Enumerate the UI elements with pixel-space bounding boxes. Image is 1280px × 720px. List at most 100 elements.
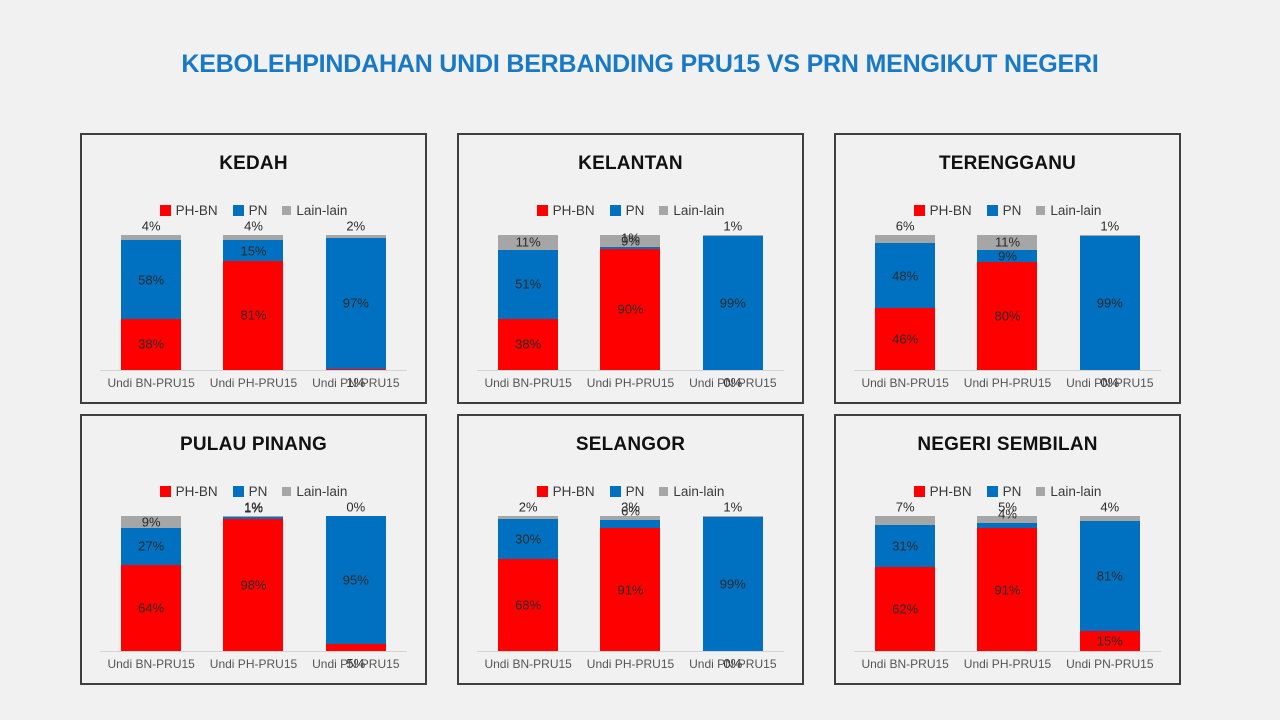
bar-slot-undi-bn-pru15: 4% 58% 38% (100, 219, 202, 370)
stacked-bar[interactable]: 4% 15% 81% (223, 219, 284, 370)
bar-segment-label: 11% (515, 234, 541, 250)
stacked-bar[interactable]: 0% 95% 5% (325, 500, 386, 671)
x-axis-label-undi-pn-pru15: Undi PN-PRU15 (312, 376, 400, 390)
x-axis-labels: Undi BN-PRU15 Undi PH-PRU15 Undi PN-PRU15 (100, 657, 407, 671)
plot-area: 2% 30% 68% 3% 6% 91% 1% 99% 0% (477, 500, 784, 671)
legend-item-pn[interactable]: PN (609, 203, 644, 218)
bar-segment-ph-bn: 62% (875, 567, 936, 651)
plot-area: 6% 48% 46% 11% 9% 80% 1% 99% 0% (854, 219, 1161, 390)
legend-item-ph-bn[interactable]: PH-BN (536, 203, 595, 218)
legend-item-pn[interactable]: PN (232, 484, 267, 499)
x-axis-line (477, 370, 784, 371)
stacked-bar[interactable]: 3% 6% 91% (600, 500, 661, 651)
bar-segment-lain-lain: 6% (875, 219, 936, 244)
bar-group: 6% 48% 46% 11% 9% 80% 1% 99% 0% (854, 219, 1161, 390)
stacked-bar[interactable]: 6% 48% 46% (875, 219, 936, 370)
bar-slot-undi-ph-pru15: 4% 15% 81% (202, 219, 304, 370)
legend-swatch-pn-icon (609, 205, 621, 216)
legend-swatch-lain-lain-icon (1036, 487, 1046, 496)
bar-slot-undi-pn-pru15: 1% 99% 0% (682, 500, 784, 671)
legend-item-lain-lain[interactable]: Lain-lain (1036, 484, 1101, 499)
legend-item-lain-lain[interactable]: Lain-lain (1036, 203, 1101, 218)
legend-swatch-pn-icon (232, 205, 244, 216)
x-axis-label-undi-ph-pru15: Undi PH-PRU15 (963, 376, 1052, 390)
plot-area: 9% 27% 64% 1% 1% 98% 0% 95% 5% (100, 500, 407, 671)
bar-segment-label: 4% (141, 218, 161, 234)
bar-segment-label: 15% (240, 243, 267, 259)
bar-slot-undi-pn-pru15: 0% 95% 5% (305, 500, 407, 671)
x-axis-line (100, 651, 407, 652)
legend-item-ph-bn[interactable]: PH-BN (159, 484, 218, 499)
legend-item-ph-bn[interactable]: PH-BN (913, 484, 972, 499)
bar-segment-pn: 15% (223, 240, 284, 261)
bar-slot-undi-ph-pru15: 1% 1% 98% (202, 500, 304, 651)
panel-title: KEDAH (219, 153, 288, 174)
stacked-bar[interactable]: 1% 99% 0% (1079, 219, 1140, 390)
legend-swatch-ph-bn-icon (536, 205, 548, 216)
bar-segment-label: 4% (244, 218, 263, 234)
bar-segment-label: 99% (719, 576, 746, 592)
legend-swatch-pn-icon (609, 486, 621, 497)
legend-item-pn[interactable]: PN (986, 484, 1022, 499)
stacked-bar[interactable]: 1% 99% 0% (702, 500, 763, 671)
legend-item-lain-lain[interactable]: Lain-lain (659, 484, 724, 499)
bar-segment-label: 91% (994, 582, 1021, 598)
legend-swatch-lain-lain-icon (282, 487, 292, 496)
stacked-bar[interactable]: 11% 51% 38% (498, 234, 559, 370)
legend-label: PH-BN (552, 484, 595, 499)
chart-legend: PH-BN PN Lain-lain (836, 203, 1179, 218)
stacked-bar[interactable]: 1% 1% 98% (223, 500, 284, 651)
stacked-bar[interactable]: 4% 81% 15% (1079, 500, 1140, 651)
stacked-bar[interactable]: 4% 58% 38% (121, 219, 182, 370)
x-axis-line (477, 651, 784, 652)
page-title: KEBOLEHPINDAHAN UNDI BERBANDING PRU15 VS… (181, 50, 1099, 78)
bar-segment-ph-bn: 64% (121, 564, 182, 651)
legend-swatch-pn-icon (232, 486, 244, 497)
bar-segment-label: 1% (244, 500, 263, 516)
bar-segment-pn: 48% (875, 243, 936, 308)
legend-item-pn[interactable]: PN (232, 203, 267, 218)
legend-label: PH-BN (175, 203, 218, 218)
bar-segment-ph-bn: 81% (223, 260, 284, 370)
x-axis-label-undi-pn-pru15: Undi PN-PRU15 (689, 657, 777, 671)
bar-slot-undi-bn-pru15: 11% 51% 38% (477, 235, 579, 370)
bar-segment-label: 7% (895, 499, 915, 515)
bar-segment-ph-bn: 15% (1079, 630, 1140, 651)
bar-segment-label: 15% (1096, 633, 1123, 649)
stacked-bar[interactable]: 9% 1% 90% (600, 231, 661, 370)
legend-item-ph-bn[interactable]: PH-BN (913, 203, 972, 218)
legend-item-lain-lain[interactable]: Lain-lain (282, 203, 347, 218)
bar-segment-lain-lain: 7% (875, 500, 936, 526)
stacked-bar[interactable]: 7% 31% 62% (875, 500, 936, 651)
x-axis-label-undi-pn-pru15: Undi PN-PRU15 (1066, 376, 1154, 390)
legend-swatch-lain-lain-icon (659, 487, 669, 496)
x-axis-label-undi-pn-pru15: Undi PN-PRU15 (689, 376, 777, 390)
bar-segment-pn: 99% (702, 517, 763, 651)
bar-segment-label: 3% (621, 499, 640, 515)
bar-segment-pn: 51% (498, 249, 559, 319)
legend-item-ph-bn[interactable]: PH-BN (536, 484, 595, 499)
legend-item-lain-lain[interactable]: Lain-lain (282, 484, 347, 499)
legend-item-pn[interactable]: PN (986, 203, 1021, 218)
x-axis-label-undi-ph-pru15: Undi PH-PRU15 (963, 657, 1052, 671)
stacked-bar[interactable]: 1% 99% 0% (702, 219, 763, 390)
x-axis-label-undi-bn-pru15: Undi BN-PRU15 (861, 657, 949, 671)
panel-title: NEGERI SEMBILAN (917, 434, 1098, 455)
legend-item-ph-bn[interactable]: PH-BN (159, 203, 218, 218)
bar-segment-label: 0% (346, 499, 366, 515)
bar-slot-undi-ph-pru15: 9% 1% 90% (579, 231, 681, 370)
stacked-bar[interactable]: 5% 4% 91% (977, 500, 1038, 651)
stacked-bar[interactable]: 2% 30% 68% (498, 500, 559, 651)
stacked-bar[interactable]: 9% 27% 64% (121, 515, 182, 651)
legend-item-pn[interactable]: PN (609, 484, 644, 499)
chart-legend: PH-BN PN Lain-lain (459, 484, 802, 499)
x-axis-label-undi-bn-pru15: Undi BN-PRU15 (484, 376, 572, 390)
stacked-bar[interactable]: 2% 97% 1% (325, 219, 386, 390)
x-axis-label-undi-ph-pru15: Undi PH-PRU15 (209, 657, 298, 671)
legend-label: PN (1002, 484, 1022, 499)
stacked-bar[interactable]: 11% 9% 80% (977, 235, 1038, 370)
x-axis-line (854, 370, 1161, 371)
legend-item-lain-lain[interactable]: Lain-lain (659, 203, 724, 218)
x-axis-labels: Undi BN-PRU15 Undi PH-PRU15 Undi PN-PRU15 (477, 376, 784, 390)
legend-label: PH-BN (929, 484, 972, 499)
